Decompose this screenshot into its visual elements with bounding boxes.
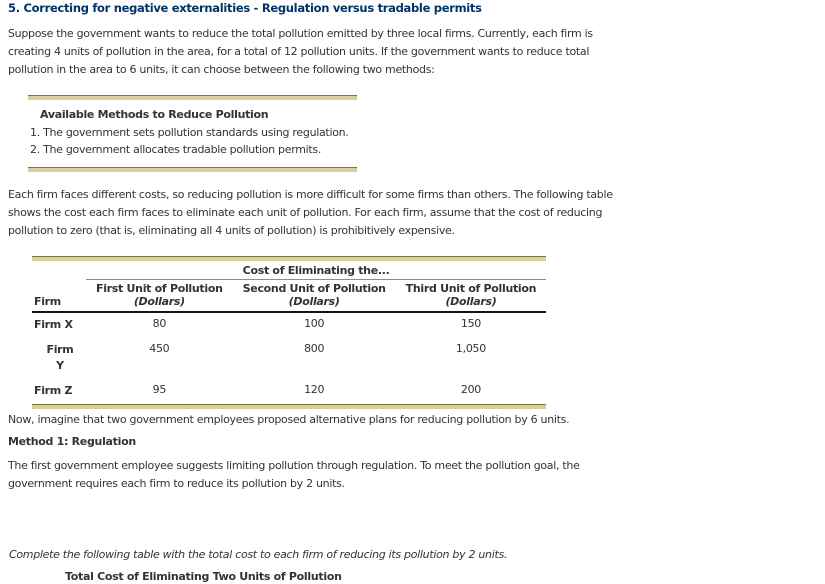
column-header-second-unit: Second Unit of Pollution (Dollars): [232, 279, 396, 313]
instruction-text: Complete the following table with the to…: [9, 548, 508, 561]
method1-heading: Method 1: Regulation: [8, 435, 136, 448]
methods-box-top-rule: [28, 95, 357, 100]
cost-cell: 95: [152, 383, 167, 396]
cost-table-top-rule: [32, 256, 547, 261]
cost-cell: 100: [304, 317, 325, 330]
cost-cell: 120: [304, 383, 325, 396]
cost-cell: 1,050: [455, 342, 486, 355]
firm-name: Firm X: [32, 312, 86, 338]
methods-box-bottom-rule: [28, 167, 357, 172]
cost-table-grid: Cost of Eliminating the... Firm First Un…: [32, 261, 547, 404]
method1-paragraph: The first government employee suggests l…: [8, 459, 580, 490]
column-header-label: First Unit of Pollution: [96, 282, 223, 295]
column-header-first-unit: First Unit of Pollution (Dollars): [86, 279, 233, 313]
column-header-label: Third Unit of Pollution: [405, 282, 537, 295]
span-header: Cost of Eliminating the...: [86, 261, 547, 280]
firm-name-line: Firm Z: [34, 384, 73, 397]
cost-cell: 80: [152, 317, 167, 330]
costs-paragraph: Each firm faces different costs, so redu…: [8, 188, 613, 237]
firm-name-line: Firm X: [34, 318, 73, 331]
corner-cell: [32, 261, 86, 280]
cost-table: Cost of Eliminating the... Firm First Un…: [32, 256, 547, 409]
firm-name-line: Firm: [46, 343, 74, 356]
cost-cell: 200: [460, 383, 481, 396]
cost-cell: 450: [149, 342, 170, 355]
intro-paragraph: Suppose the government wants to reduce t…: [8, 27, 593, 76]
page-title: 5. Correcting for negative externalities…: [8, 1, 482, 15]
table-row-firm-y: Firm Y 450 800 1,050: [32, 338, 546, 379]
firm-name-line: Y: [56, 359, 64, 372]
column-header-units: (Dollars): [445, 295, 497, 308]
column-header-label: Second Unit of Pollution: [242, 282, 386, 295]
table-row-firm-x: Firm X 80 100 150: [32, 312, 546, 338]
methods-box-content: Available Methods to Reduce Pollution 1.…: [28, 100, 357, 167]
column-header-firm: Firm: [32, 279, 86, 313]
column-header-row: Firm First Unit of Pollution (Dollars) S…: [32, 279, 547, 313]
proposal-paragraph: Now, imagine that two government employe…: [8, 413, 570, 426]
column-header-units: (Dollars): [288, 295, 340, 308]
methods-box: Available Methods to Reduce Pollution 1.…: [28, 95, 357, 172]
span-header-row: Cost of Eliminating the...: [32, 261, 547, 280]
methods-box-title: Available Methods to Reduce Pollution: [40, 108, 269, 121]
firm-name: Firm Y: [32, 338, 86, 379]
cost-cell: 800: [304, 342, 325, 355]
table-row-firm-z: Firm Z 95 120 200: [32, 379, 546, 404]
methods-item-permits: 2. The government allocates tradable pol…: [30, 143, 322, 156]
cost-table-bottom-rule: [32, 404, 547, 409]
column-header-units: (Dollars): [133, 295, 185, 308]
column-header-third-unit: Third Unit of Pollution (Dollars): [395, 279, 547, 313]
total-table-title: Total Cost of Eliminating Two Units of P…: [65, 570, 342, 583]
methods-item-regulation: 1. The government sets pollution standar…: [30, 126, 349, 139]
firm-name: Firm Z: [32, 379, 86, 404]
cost-cell: 150: [460, 317, 481, 330]
